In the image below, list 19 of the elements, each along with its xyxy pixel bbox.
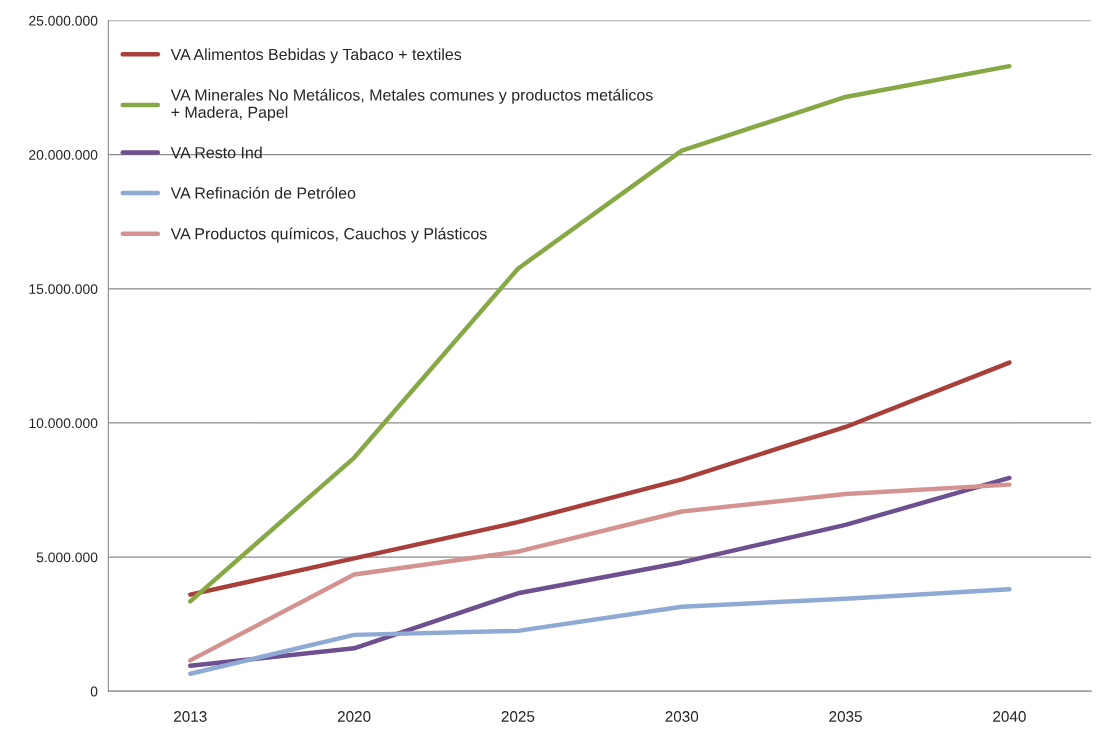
y-tick-label: 20.000.000 <box>29 150 98 160</box>
x-tick-label: 2035 <box>829 711 862 722</box>
legend-label: VA Alimentos Bebidas y Tabaco + textiles <box>170 48 462 64</box>
y-tick-label: 25.000.000 <box>29 15 98 26</box>
y-tick-label: 10.000.000 <box>29 418 98 429</box>
legend-label: VA Resto Ind <box>170 146 262 159</box>
y-tick-label: 15.000.000 <box>29 284 98 294</box>
x-tick-label: 2025 <box>501 711 535 722</box>
x-tick-label: 2040 <box>993 711 1026 722</box>
x-tick-label: 2030 <box>665 711 699 722</box>
y-tick-label: 0 <box>90 686 98 697</box>
line-series <box>188 360 1012 597</box>
legend-label: VA Minerales No Metálicos, Metales comunes y productos metálicos + Madera, Papel <box>170 88 653 122</box>
y-tick-label: 5.000.000 <box>36 552 98 563</box>
legend-label: VA Refinación de Petróleo <box>170 186 356 199</box>
x-tick-label: 2013 <box>174 711 207 722</box>
line-series <box>188 587 1012 676</box>
legend-label: VA Productos químicos, Cauchos y Plásticos <box>170 227 487 243</box>
x-tick-label: 2020 <box>337 711 371 722</box>
